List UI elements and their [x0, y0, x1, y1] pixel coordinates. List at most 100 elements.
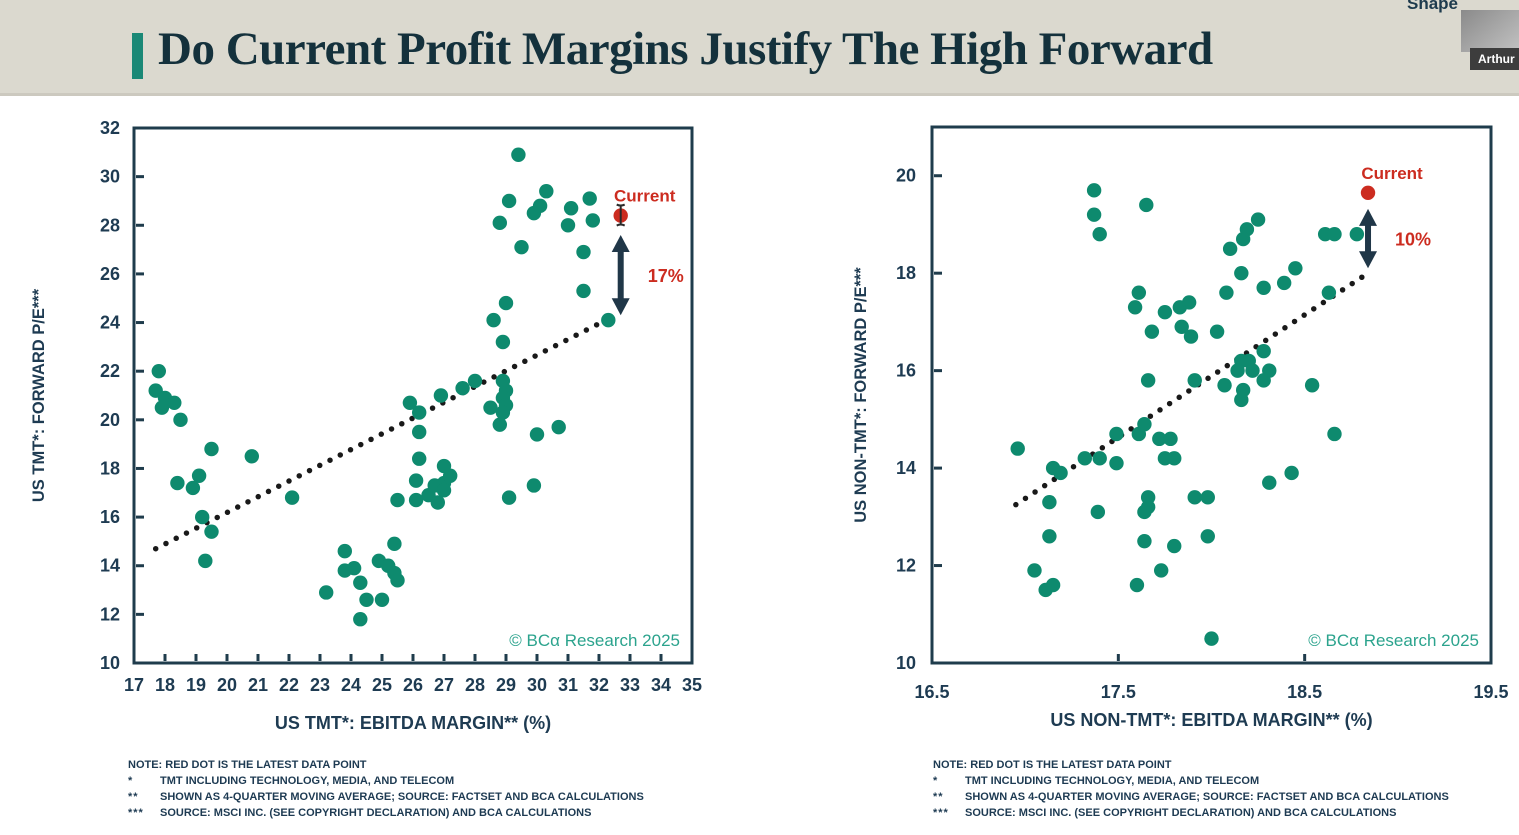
chart-text: © BCα Research 2025	[509, 631, 680, 650]
data-point	[1167, 451, 1182, 466]
data-point	[154, 400, 170, 415]
data-point	[1262, 475, 1277, 490]
footnote-note: NOTE: RED DOT IS THE LATEST DATA POINT	[933, 759, 1172, 771]
data-point	[1321, 285, 1337, 300]
data-point	[390, 492, 405, 508]
chart-text: US TMT*: EBITDA MARGIN** (%)	[275, 713, 551, 733]
data-point	[501, 193, 517, 209]
chart-text: 21	[248, 675, 268, 695]
chart-text: 24	[100, 313, 120, 333]
data-point	[195, 509, 210, 525]
arrow-head-up	[1359, 208, 1378, 226]
data-point	[353, 575, 368, 590]
chart-text: 19.5	[1473, 682, 1508, 702]
data-point	[198, 553, 213, 569]
data-point	[430, 495, 445, 510]
data-point	[1349, 227, 1365, 242]
data-point	[436, 458, 452, 474]
data-point	[1187, 373, 1202, 388]
data-point	[1200, 529, 1215, 544]
chart-text: 32	[589, 675, 609, 695]
chart-text: 22	[279, 675, 299, 695]
data-point	[167, 395, 182, 410]
data-point	[1276, 275, 1292, 291]
footnotes-right: NOTE: RED DOT IS THE LATEST DATA POINT *…	[933, 757, 1519, 821]
chart-text: 18	[896, 263, 916, 283]
chart-text: 14	[896, 458, 916, 478]
data-point	[1090, 504, 1106, 520]
data-point	[1086, 207, 1102, 222]
chart-text: US NON-TMT*: EBITDA MARGIN** (%)	[1050, 710, 1372, 730]
data-point	[501, 490, 517, 505]
chart-1: 16.5 17.5 18.5 19.5 20 18 16 14 12 10 US NON-TMT*:…	[852, 125, 1509, 730]
data-point	[514, 239, 529, 255]
chart-text: 16.5	[914, 682, 949, 702]
shapes-toolbar-label[interactable]: Shape	[1407, 0, 1459, 13]
data-point	[151, 363, 166, 379]
data-point	[433, 388, 449, 403]
data-point	[1256, 280, 1271, 295]
data-point	[1042, 495, 1057, 510]
data-point	[1187, 490, 1202, 505]
footnote-item: ** SHOWN AS 4-QUARTER MOVING AVERAGE; SOU…	[933, 791, 1449, 803]
data-point	[170, 475, 185, 491]
data-point	[1256, 373, 1271, 388]
data-point	[1042, 529, 1057, 544]
data-point	[412, 451, 427, 466]
chart-text: 16	[896, 361, 916, 381]
data-point	[526, 478, 542, 493]
data-point	[576, 244, 591, 260]
data-point	[319, 585, 334, 600]
chart-text: 19	[186, 675, 206, 695]
data-point	[1167, 538, 1182, 554]
data-point	[563, 201, 579, 216]
data-point	[204, 524, 219, 539]
data-point	[1219, 285, 1234, 300]
data-point	[390, 573, 405, 588]
chart-text: 34	[651, 675, 671, 695]
data-point	[387, 536, 402, 552]
data-point	[1157, 304, 1173, 320]
data-point	[498, 295, 514, 311]
data-point	[402, 395, 418, 410]
footnote-item: *** SOURCE: MSCI INC. (SEE COPYRIGHT DECL…	[933, 807, 1397, 819]
data-point	[408, 473, 424, 488]
footnote-item: *** SOURCE: MSCI INC. (SEE COPYRIGHT DECL…	[128, 807, 592, 819]
data-point	[1109, 456, 1124, 471]
screen-share-thumbnail	[1461, 10, 1519, 52]
data-point	[1234, 392, 1249, 408]
chart-text: 16	[100, 507, 120, 527]
data-point	[436, 483, 452, 498]
data-point	[1284, 465, 1299, 481]
arrow-head-up	[611, 235, 630, 252]
chart-text: 23	[310, 675, 330, 695]
trend-line	[152, 316, 612, 552]
data-point	[1209, 324, 1225, 339]
chart-text: 10%	[1395, 230, 1431, 250]
data-point	[495, 405, 511, 420]
chart-text: 18.5	[1287, 682, 1322, 702]
footnotes-left: NOTE: RED DOT IS THE LATEST DATA POINT *…	[128, 757, 768, 821]
chart-text: Current	[1361, 164, 1423, 183]
data-point	[492, 417, 507, 432]
arrow-head-down	[1359, 251, 1378, 269]
plot-frame	[930, 125, 1493, 665]
data-point	[1045, 577, 1061, 593]
chart-text: 30	[100, 167, 120, 187]
title-accent-bar	[132, 33, 143, 79]
y-axis-title: US TMT*: FORWARD P/E***	[30, 288, 48, 502]
data-point	[576, 283, 591, 299]
data-point	[495, 334, 511, 350]
data-point	[1153, 563, 1169, 578]
data-point	[408, 492, 424, 508]
data-point	[191, 468, 207, 483]
data-point	[1245, 363, 1260, 378]
data-point	[1250, 212, 1266, 227]
chart-text: 27	[434, 675, 454, 695]
footnote-item: * TMT INCLUDING TECHNOLOGY, MEDIA, AND TE…	[933, 775, 1260, 787]
data-point	[1139, 197, 1154, 213]
data-point	[539, 184, 554, 199]
data-point	[412, 405, 427, 420]
